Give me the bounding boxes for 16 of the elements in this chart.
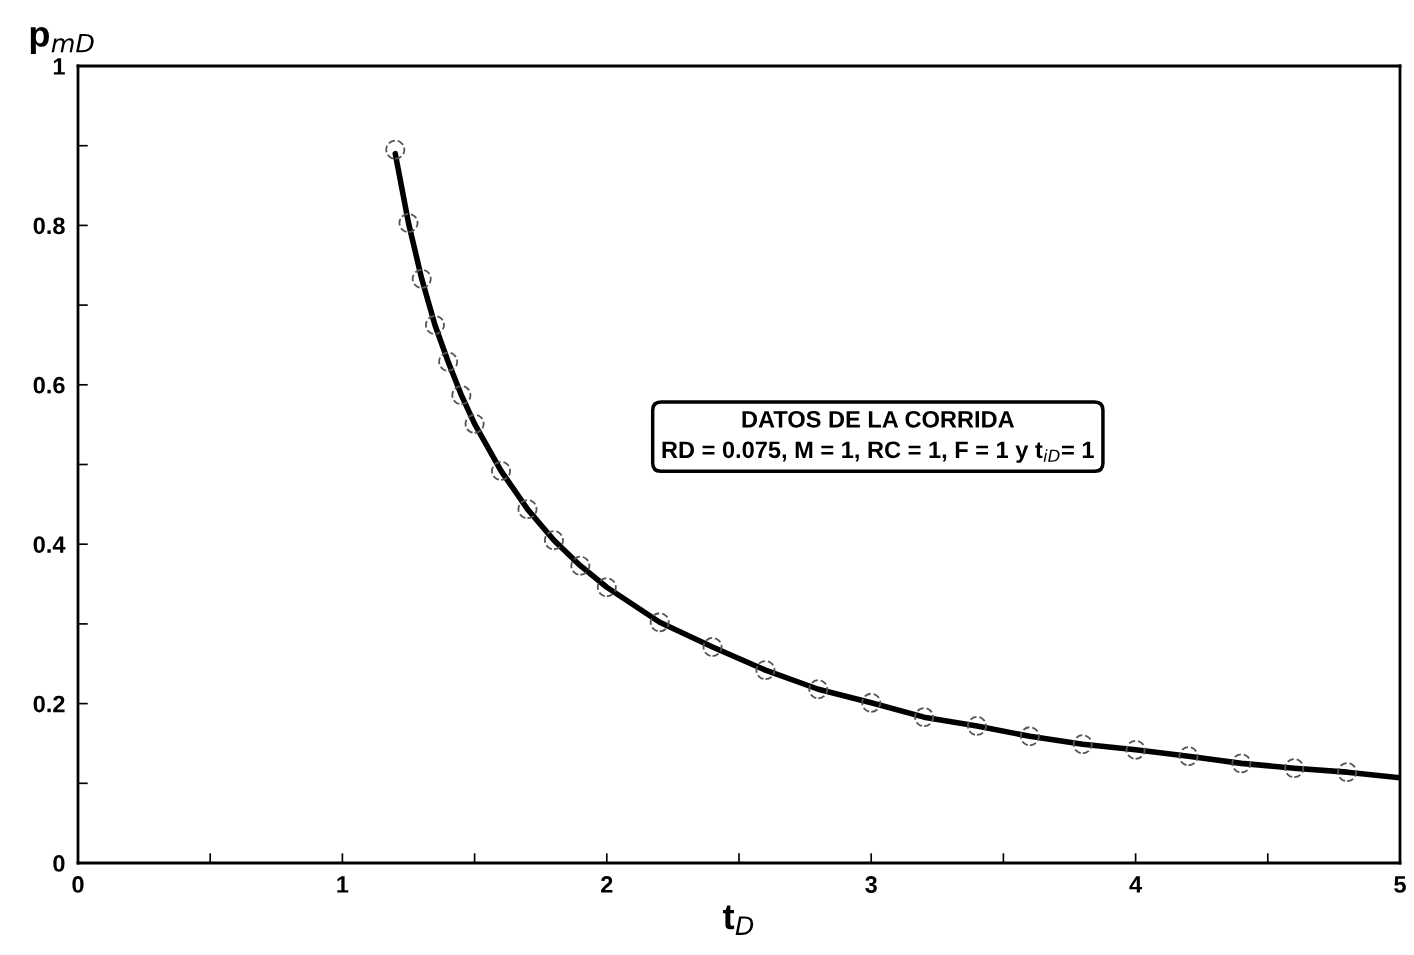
x-tick-label: 4 [1129,876,1143,893]
x-tick-label: 1 [337,876,349,893]
x-tick-label: 3 [865,876,877,893]
y-tick-label: 0 [53,855,65,872]
x-tick-label: 2 [601,876,613,893]
y-tick-label: 0.2 [33,695,65,713]
y-axis-title: p$_{mD}$ [30,26,94,54]
y-tick-label: 0.4 [33,536,66,553]
y-tick-label: 1 [53,58,65,75]
x-axis-title: t$_{D}$ [723,905,754,935]
y-tick-label: 0.8 [33,217,65,235]
y-tick-label: 0.6 [33,376,65,394]
annotation: RD = 0.075, M = 1, RC = 1, F = 1 y t$_{iD}$= 1 [662,441,1094,463]
annotation: DATOS DE LA CORRIDA [742,410,1015,428]
x-tick-label: 0 [72,876,84,893]
x-tick-label: 5 [1394,876,1406,893]
